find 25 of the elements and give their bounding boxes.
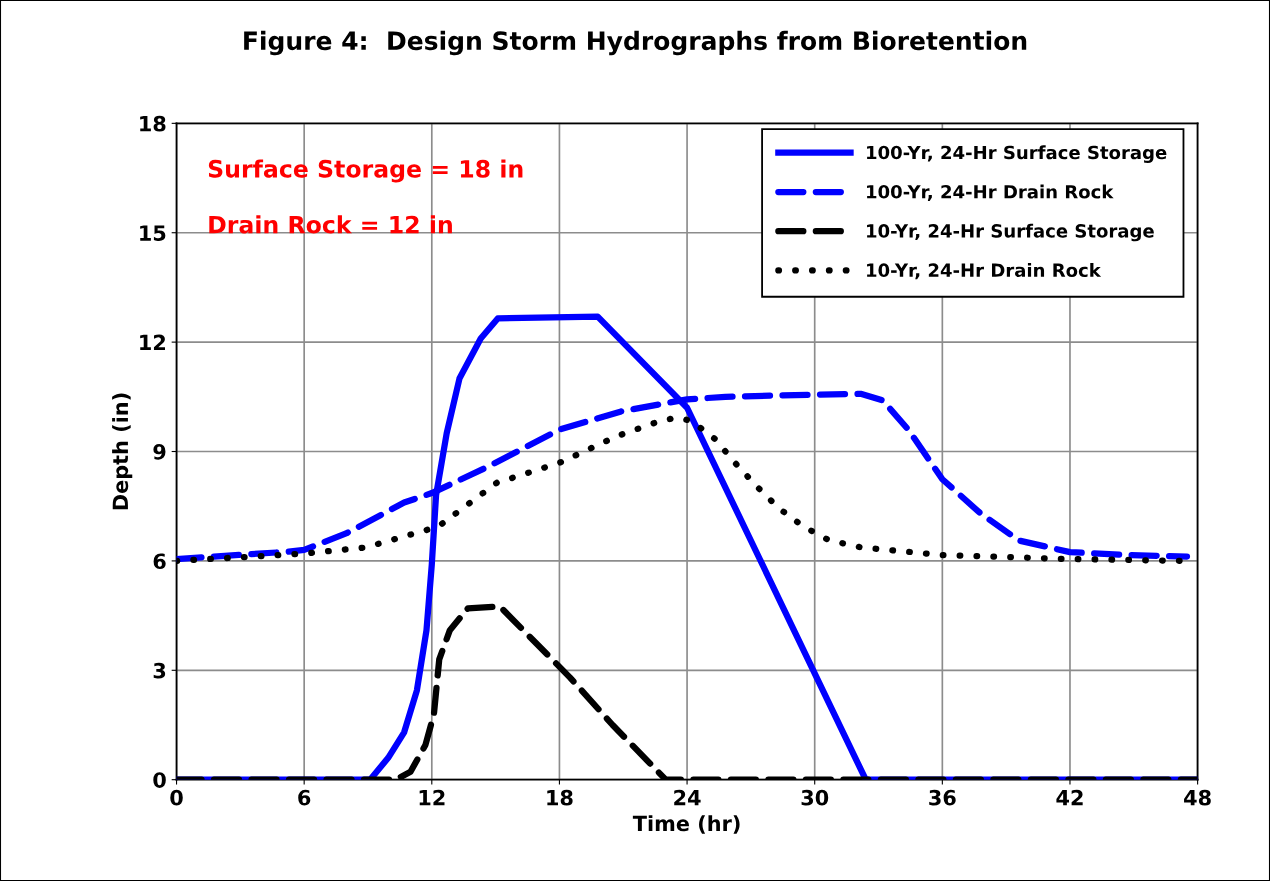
x-tick-label: 0 xyxy=(170,789,183,806)
x-tick-label: 12 xyxy=(419,789,445,806)
y-tick-label: 3 xyxy=(153,662,166,679)
x-tick-label: 6 xyxy=(298,789,311,806)
y-tick-label: 6 xyxy=(153,553,166,570)
y-tick-label: 15 xyxy=(140,225,166,241)
x-tick-label: 30 xyxy=(801,789,829,806)
annotation: Surface Storage = 18 in xyxy=(208,159,523,183)
legend-label: 10-Yr, 24-Hr Drain Rock xyxy=(867,263,1102,280)
x-tick-label: 18 xyxy=(547,789,573,806)
y-axis-title: Depth (in) xyxy=(112,393,133,510)
legend-label: 100-Yr, 24-Hr Drain Rock xyxy=(867,184,1114,201)
x-tick-label: 48 xyxy=(1184,789,1211,806)
y-tick-label: 12 xyxy=(140,334,165,351)
x-tick-label: 24 xyxy=(674,789,701,806)
x-axis-title: Time (hr) xyxy=(632,815,740,834)
annotation: Drain Rock = 12 in xyxy=(209,215,452,234)
chart-title: Figure 4: Design Storm Hydrographs from Bioretention xyxy=(244,30,1027,56)
legend-label: 10-Yr, 24-Hr Surface Storage xyxy=(867,223,1154,242)
y-tick-label: 0 xyxy=(153,772,166,788)
x-tick-label: 36 xyxy=(929,789,956,806)
y-tick-label: 18 xyxy=(140,115,166,132)
y-tick-label: 9 xyxy=(153,443,166,460)
x-tick-label: 42 xyxy=(1056,789,1083,806)
legend-label: 100-Yr, 24-Hr Surface Storage xyxy=(867,145,1167,163)
